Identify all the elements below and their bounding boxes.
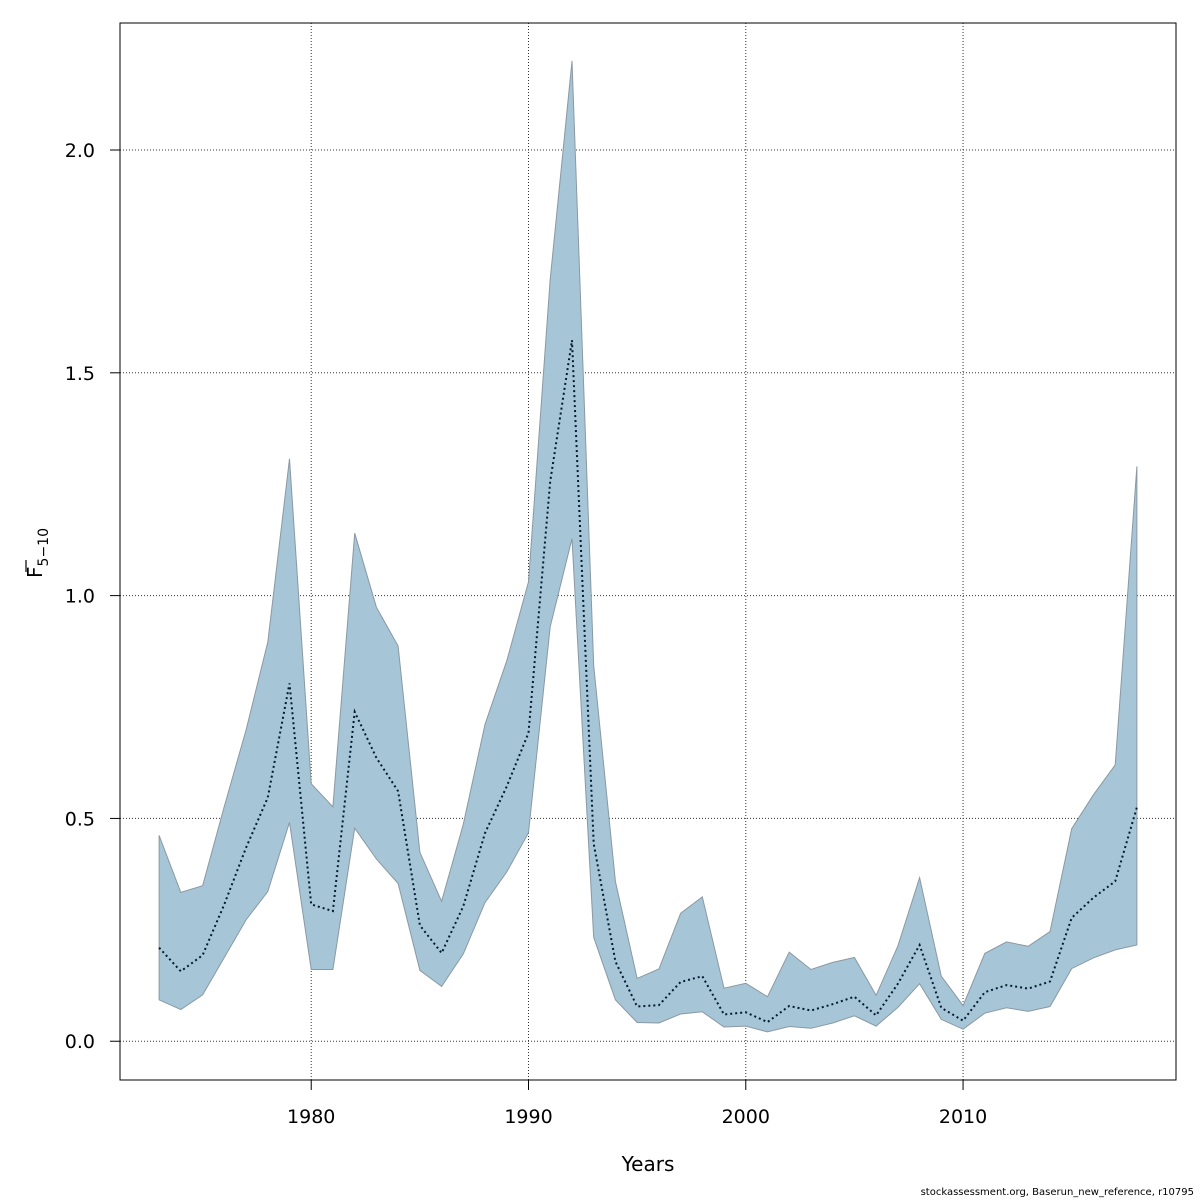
y-axis-title: F5−10 xyxy=(23,528,52,578)
x-axis-title: Years xyxy=(621,1152,675,1176)
y-tick-label: 2.0 xyxy=(65,140,95,162)
y-axis-title-subscript: 5−10 xyxy=(36,528,52,566)
y-tick-label: 1.5 xyxy=(65,363,95,385)
y-axis-title-symbol: F xyxy=(23,566,47,578)
y-tick-label: 0.5 xyxy=(65,808,95,830)
svg-text:F5−10: F5−10 xyxy=(23,528,52,578)
grid-lines xyxy=(120,23,1176,1080)
x-tick-label: 1980 xyxy=(287,1106,335,1128)
y-axis-ticks: 0.0 0.5 1.0 1.5 2.0 xyxy=(65,140,120,1053)
y-tick-label: 0.0 xyxy=(65,1031,95,1053)
estimate-series xyxy=(158,340,1138,1024)
x-tick-label: 1990 xyxy=(504,1106,552,1128)
x-axis-ticks: 1980 1990 2000 2010 xyxy=(287,1080,987,1128)
plot-frame xyxy=(119,22,1177,1081)
confidence-band xyxy=(158,60,1138,1033)
credit-text: stockassessment.org, Baserun_new_referen… xyxy=(920,1187,1194,1198)
y-tick-label: 1.0 xyxy=(65,586,95,608)
x-tick-label: 2000 xyxy=(722,1106,770,1128)
confidence-band-area xyxy=(158,60,1138,1033)
x-tick-label: 2010 xyxy=(939,1106,987,1128)
estimate-line xyxy=(158,340,1138,1024)
